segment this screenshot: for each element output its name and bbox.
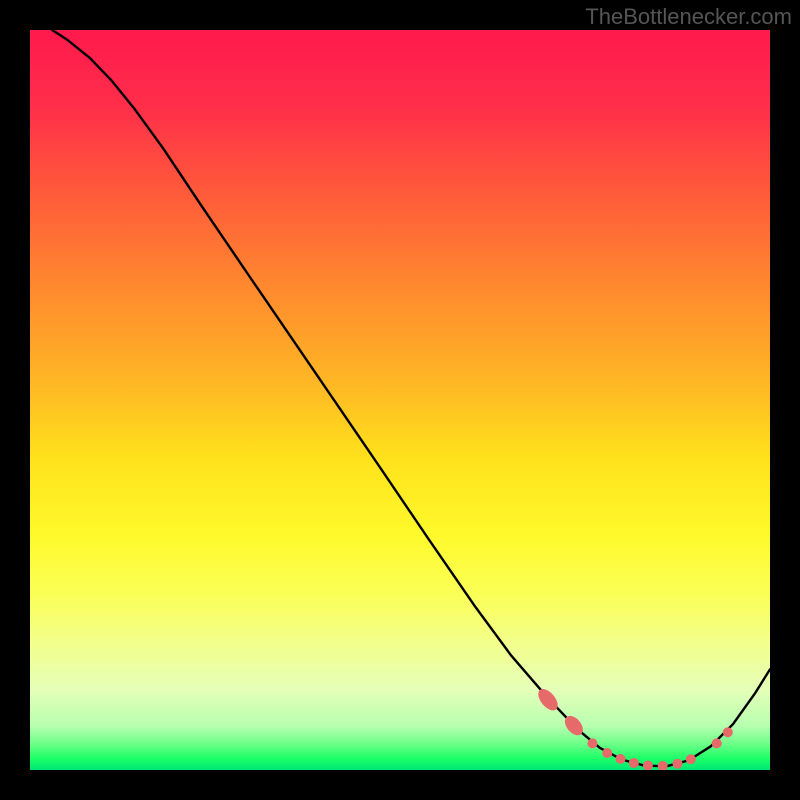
- chart-svg: [30, 30, 770, 770]
- watermark-label: TheBottlenecker.com: [585, 4, 792, 30]
- data-marker: [587, 738, 597, 748]
- data-marker: [686, 754, 696, 764]
- chart-container: TheBottlenecker.com: [0, 0, 800, 800]
- data-marker: [723, 727, 733, 737]
- data-marker: [629, 758, 639, 768]
- gradient-background: [30, 30, 770, 770]
- data-marker: [712, 738, 722, 748]
- data-marker: [602, 748, 612, 758]
- plot-area: [30, 30, 770, 770]
- data-marker: [616, 754, 626, 764]
- data-marker: [673, 759, 683, 769]
